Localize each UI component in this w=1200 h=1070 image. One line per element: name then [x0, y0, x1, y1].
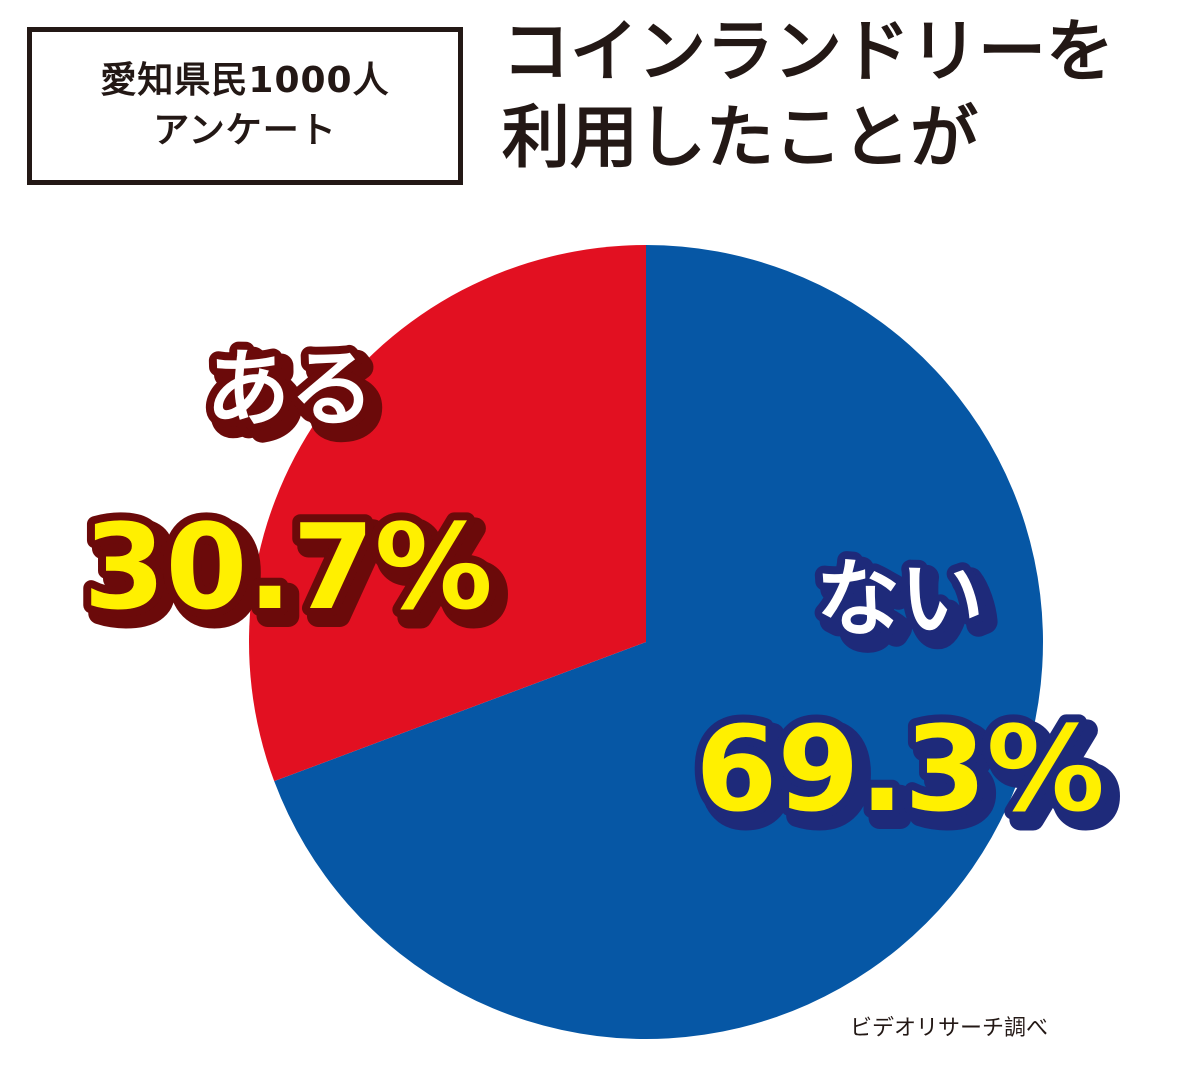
survey-label-box: 愛知県民1000人 アンケート — [27, 27, 463, 185]
slice-label-no-shadow: ない — [824, 558, 992, 656]
slice-value-yes: 30.7% — [83, 498, 492, 636]
slice-label-yes-shadow: ある — [214, 348, 382, 446]
pie-slice-yes — [248, 245, 646, 782]
pie-slice-no — [274, 245, 1043, 1040]
slice-value-yes-shadow: 30.7% — [91, 506, 500, 644]
slice-value-no: 69.3% — [695, 700, 1104, 838]
source-note: ビデオリサーチ調べ — [850, 1016, 1049, 1041]
slice-value-no-shadow: 69.3% — [703, 708, 1112, 846]
slice-label-no: ない — [816, 550, 984, 648]
survey-label-line1: 愛知県民1000人 — [100, 60, 390, 101]
chart-title-line1: コインランドリーを — [502, 13, 1115, 92]
survey-label-line2: アンケート — [153, 110, 337, 151]
chart-title: コインランドリーを 利用したことが — [502, 10, 1192, 182]
chart-title-line2: 利用したことが — [502, 99, 979, 178]
slice-label-yes: ある — [206, 340, 374, 438]
